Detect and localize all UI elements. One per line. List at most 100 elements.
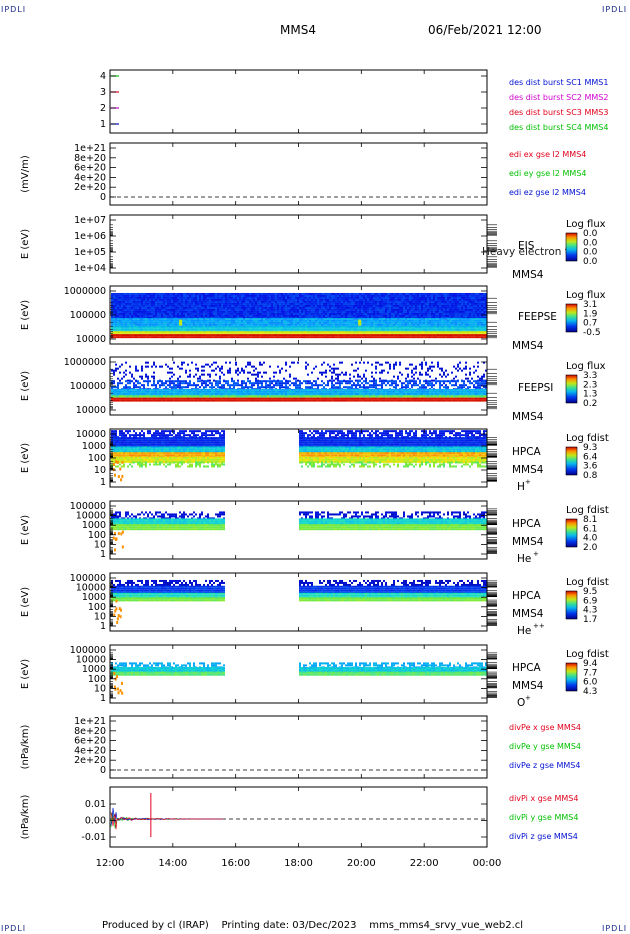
y-axis-label: E (eV) [20, 229, 31, 259]
y-tick-label: 4e+20 [74, 172, 106, 183]
instrument-label: HPCA [512, 518, 542, 530]
y-tick-label: 1000000 [64, 357, 106, 368]
colorbar-title: Log flux [566, 361, 606, 372]
x-tick-label: 22:00 [410, 858, 439, 869]
y-axis-label: (nPa/km) [20, 795, 31, 840]
y-tick-label: 100 [88, 674, 106, 685]
y-axis-label: E (eV) [20, 587, 31, 617]
y-tick-label: 100000 [70, 310, 106, 321]
instrument-label: HPCA [512, 590, 542, 602]
y-tick-label: 10000 [76, 655, 106, 666]
colorbar-title: Log fdist [566, 649, 609, 660]
y-axis-label: E (eV) [20, 515, 31, 545]
x-tick-label: 18:00 [284, 858, 313, 869]
y-tick-label: 10 [94, 465, 106, 476]
colorbar-value: 2.0 [583, 543, 598, 553]
panel-feepse: 1000000 100000 10000 E (eV) FEEPSE MMS4 Log fl… [20, 285, 606, 352]
y-tick-label: 1000 [82, 441, 106, 452]
colorbar-value: 9.4 [583, 659, 598, 669]
corner-label-bottom-left: IPDLI [1, 924, 27, 933]
colorbar-value: 1.3 [583, 390, 597, 400]
colorbar-title: Log fdist [566, 577, 609, 588]
x-tick-label: 16:00 [221, 858, 250, 869]
spacecraft-label: MMS4 [512, 680, 544, 692]
y-tick-label: 100000 [70, 573, 106, 584]
charge-label: + [525, 478, 531, 486]
instrument-label: HPCA [512, 662, 542, 674]
legend-entry: divPe x gse MMS4 [509, 723, 581, 732]
y-tick-label: 100000 [70, 381, 106, 392]
y-tick-label: 10000 [76, 583, 106, 594]
y-tick-label: 0.00 [85, 816, 106, 827]
y-tick-label: 1e+04 [74, 263, 106, 274]
y-tick-label: 1000 [82, 664, 106, 675]
y-axis-label: E (eV) [20, 371, 31, 401]
y-tick-label: 4 [100, 71, 106, 82]
y-tick-label: 6e+20 [74, 163, 106, 174]
colorbar-value: 4.3 [583, 687, 597, 697]
instrument-label: FEEPSI [518, 382, 553, 394]
spacecraft-label: MMS4 [512, 536, 544, 548]
colorbar-value: 4.3 [583, 606, 597, 616]
colorbar-value: 7.7 [583, 668, 597, 678]
spacecraft-label: MMS4 [512, 608, 544, 620]
y-tick-label: 100 [88, 602, 106, 613]
y-tick-label: 8e+20 [74, 153, 106, 164]
y-tick-label: 100 [88, 530, 106, 541]
colorbar-value: 0.8 [583, 471, 598, 481]
colorbar-value: -0.5 [583, 328, 601, 338]
y-tick-label: 10000 [76, 334, 106, 345]
corner-label-top-right: IPDLI [602, 5, 628, 14]
colorbar-value: 6.0 [583, 678, 598, 688]
y-tick-label: 10000 [76, 405, 106, 416]
colorbar-value: 3.1 [583, 300, 597, 310]
charge-label: + [525, 694, 531, 702]
y-tick-label: 0 [100, 192, 106, 203]
footer-produced-by: Produced by cl (IRAP) [102, 920, 209, 931]
x-tick-label: 00:00 [473, 858, 502, 869]
y-axis-label: E (eV) [20, 659, 31, 689]
y-tick-label: 2 [100, 103, 106, 114]
colorbar-value: 4.0 [583, 534, 598, 544]
colorbar-value: 1.7 [583, 615, 597, 625]
instrument-extra-label: Heavy electron to [482, 246, 575, 258]
y-axis-label: (mV/m) [20, 155, 31, 193]
colorbar-value: 0.0 [583, 229, 598, 239]
y-tick-label: 10000 [76, 511, 106, 522]
legend-entry: divPi z gse MMS4 [509, 832, 578, 841]
y-tick-label: 100 [88, 453, 106, 464]
colorbar-value: 3.3 [583, 371, 597, 381]
y-tick-label: 100000 [70, 645, 106, 656]
colorbar-value: 1.9 [583, 309, 598, 319]
species-label: He [517, 625, 531, 637]
species-label: O [517, 697, 525, 709]
instrument-label: EIS [518, 240, 535, 252]
y-tick-label: 1e+05 [74, 247, 106, 258]
footer-printing-date: Printing date: 03/Dec/2023 [221, 920, 357, 931]
colorbar-value: 6.4 [583, 452, 598, 462]
legend-entry: des dist burst SC4 MMS4 [509, 123, 608, 132]
legend-entry: divPe z gse MMS4 [509, 761, 580, 770]
colorbar-value: 9.5 [583, 587, 597, 597]
colorbar-title: Log flux [566, 219, 606, 230]
y-tick-label: 4e+20 [74, 745, 106, 756]
charge-label: + [533, 550, 539, 558]
spacecraft-title: MMS4 [280, 23, 316, 37]
y-tick-label: 10 [94, 611, 106, 622]
y-tick-label: 1e+21 [74, 143, 106, 154]
legend-entry: divPi x gse MMS4 [509, 794, 578, 803]
spacecraft-label: MMS4 [512, 411, 544, 423]
y-tick-label: 0 [100, 765, 106, 776]
footer-filename: mms_mms4_srvy_vue_web2.cl [369, 920, 524, 931]
datetime-title: 06/Feb/2021 12:00 [428, 23, 542, 37]
species-label: H [517, 481, 525, 493]
colorbar-value: 0.7 [583, 319, 597, 329]
legend-entry: des dist burst SC1 MMS1 [509, 78, 608, 87]
y-tick-label: 1 [100, 693, 106, 704]
y-tick-label: 0.01 [85, 799, 106, 810]
x-tick-label: 14:00 [158, 858, 187, 869]
y-tick-label: 8e+20 [74, 726, 106, 737]
y-tick-label: 1000 [82, 520, 106, 531]
